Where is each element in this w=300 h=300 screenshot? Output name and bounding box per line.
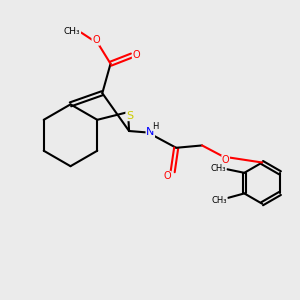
Text: S: S [126,111,133,121]
Text: N: N [146,128,154,137]
Text: CH₃: CH₃ [64,26,81,35]
Text: O: O [164,171,171,182]
Text: O: O [132,50,140,60]
Text: O: O [222,155,230,165]
Text: H: H [152,122,159,130]
Text: CH₃: CH₃ [212,196,227,205]
Text: O: O [92,35,100,45]
Text: CH₃: CH₃ [211,164,226,172]
